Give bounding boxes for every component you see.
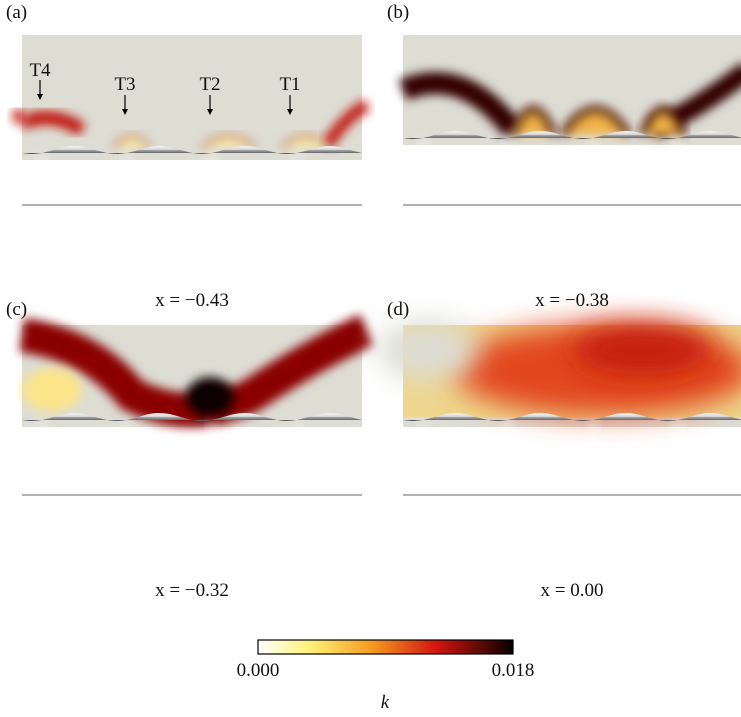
vortex (112, 134, 152, 149)
colorbar-label: k (381, 692, 390, 712)
streak (206, 155, 218, 280)
turbulence (19, 314, 375, 427)
panel-label: (b) (387, 2, 409, 23)
streak (417, 422, 429, 570)
vortex (638, 105, 688, 137)
vortex (12, 108, 86, 136)
turbulence (12, 99, 370, 150)
streak (587, 140, 599, 280)
caption: x = −0.38 (535, 290, 609, 311)
colorbar-min: 0.000 (237, 660, 280, 681)
streak (672, 140, 684, 280)
vortex (322, 99, 370, 149)
turbulence (398, 62, 741, 139)
streak (36, 422, 48, 570)
arrow-head (207, 109, 213, 115)
solid (22, 146, 362, 154)
colorbar (257, 639, 514, 655)
solid (403, 413, 741, 421)
panel-image (398, 35, 741, 280)
streak (672, 422, 684, 570)
panel-label: (a) (6, 2, 27, 23)
streak (291, 155, 303, 280)
streak (502, 140, 514, 280)
annotation: T3 (114, 74, 135, 95)
vortex (398, 72, 522, 137)
vortex (508, 105, 558, 137)
streak (121, 422, 133, 570)
panel-label: (d) (387, 299, 409, 320)
solid (403, 131, 741, 139)
caption: x = −0.43 (155, 290, 229, 311)
annotation: T4 (29, 60, 51, 81)
streak (121, 155, 133, 280)
arrow-head (37, 94, 43, 100)
caption: x = −0.32 (155, 580, 229, 601)
cloud (573, 325, 713, 375)
streak (291, 422, 303, 570)
streak (36, 155, 48, 280)
streak (502, 422, 514, 570)
annotation: T1 (279, 74, 300, 95)
streak (587, 422, 599, 570)
streak (206, 422, 218, 570)
turbulence (378, 320, 741, 417)
panel-image (12, 35, 370, 280)
arrow-head (122, 109, 128, 115)
caption: x = 0.00 (541, 580, 604, 601)
vortex (280, 134, 332, 150)
vortex (200, 134, 257, 150)
colorbar-max: 0.018 (492, 660, 535, 681)
vortex (559, 105, 632, 138)
cloud (378, 320, 478, 380)
panel-image (19, 314, 375, 570)
vortex (186, 377, 234, 417)
panel-image (378, 320, 741, 570)
vortex (22, 368, 82, 412)
annotation: T2 (199, 74, 220, 95)
streak (417, 140, 429, 280)
solid (22, 413, 362, 421)
panel-label: (c) (6, 299, 27, 320)
arrow-head (287, 109, 293, 115)
